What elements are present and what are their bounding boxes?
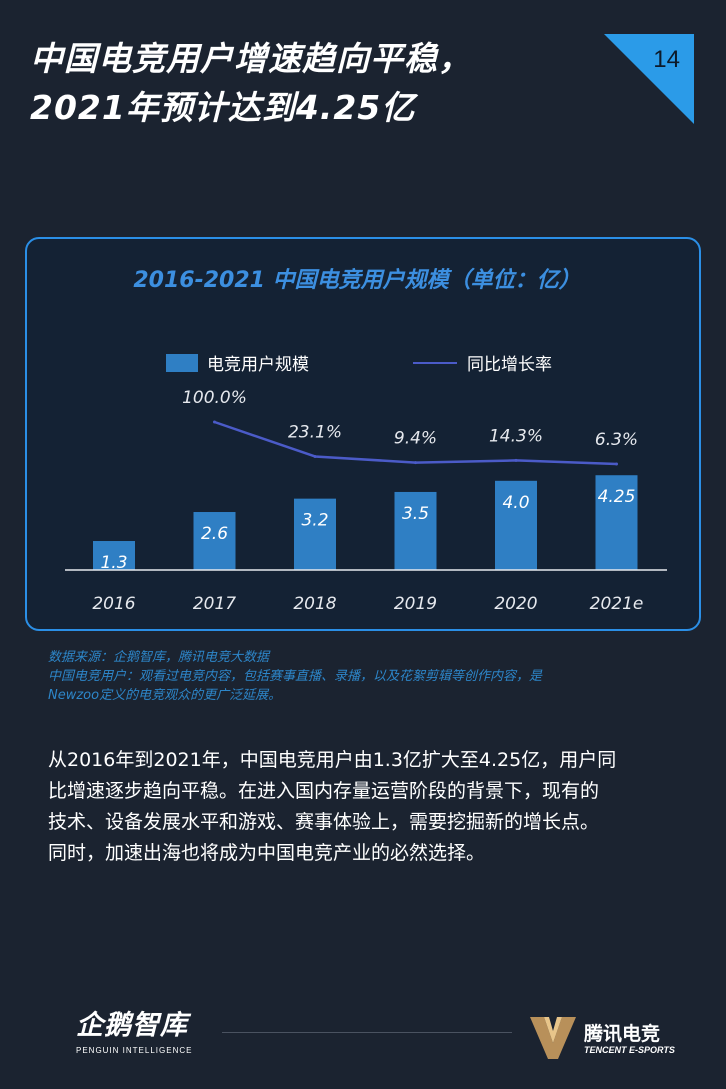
bar-label-2016: 1.3 <box>100 553 127 573</box>
source-line-3: Newzoo定义的电竞观众的更广泛延展。 <box>48 688 282 703</box>
page-title-line-2: 2021年预计达到4.25亿 <box>30 88 416 127</box>
source-line-2: 中国电竞用户：观看过电竞内容，包括赛事直播、录播，以及花絮剪辑等创作内容，是 <box>48 669 543 684</box>
x-tick-2019: 2019 <box>394 594 437 614</box>
bar-label-2017: 2.6 <box>201 524 228 544</box>
growth-point-2021e <box>615 462 618 466</box>
penguin-logo-subtext: PENGUIN INTELLIGENCE <box>76 1046 193 1055</box>
bar-label-2019: 3.5 <box>402 504 429 524</box>
page-title: 中国电竞用户增速趋向平稳， 2021年预计达到4.25亿 <box>30 34 600 132</box>
tencent-logo-subtext: TENCENT E-SPORTS <box>584 1045 675 1055</box>
bar-2016 <box>93 541 135 570</box>
bar-2021e <box>595 475 638 570</box>
x-tick-2016: 2016 <box>92 594 135 614</box>
source-note: 数据来源：企鹅智库，腾讯电竞大数据 中国电竞用户：观看过电竞内容，包括赛事直播、… <box>48 648 688 705</box>
tencent-esports-logo: 腾讯电竞 TENCENT E-SPORTS <box>528 1013 698 1061</box>
bar-label-2018: 3.2 <box>301 511 328 531</box>
bar-2018 <box>294 498 336 570</box>
tencent-logo-text: 腾讯电竞 <box>584 1023 661 1045</box>
body-line-2: 比增速逐步趋向平稳。在进入国内存量运营阶段的背景下，现有的 <box>48 780 600 802</box>
source-line-1: 数据来源：企鹅智库，腾讯电竞大数据 <box>48 650 270 665</box>
growth-label-2018: 23.1% <box>288 422 342 442</box>
bar-label-2021e: 4.25 <box>598 487 636 507</box>
chart-title: 2016-2021 中国电竞用户规模（单位：亿） <box>133 267 580 293</box>
penguin-intelligence-logo: 企鹅智库 PENGUIN INTELLIGENCE <box>76 1010 196 1055</box>
growth-label-2020: 14.3% <box>489 426 543 446</box>
body-paragraph: 从2016年到2021年，中国电竞用户由1.3亿扩大至4.25亿，用户同 比增速… <box>48 745 688 869</box>
penguin-logo-text: 企鹅智库 <box>76 1010 188 1041</box>
legend-bar-swatch <box>166 354 198 372</box>
x-tick-2020: 2020 <box>494 594 537 614</box>
body-line-3: 技术、设备发展水平和游戏、赛事体验上，需要挖掘新的增长点。 <box>48 811 600 833</box>
tencent-v-icon <box>530 1017 576 1059</box>
growth-point-2019 <box>414 461 417 465</box>
page-title-line-1: 中国电竞用户增速趋向平稳， <box>30 39 472 78</box>
bar-label-2020: 4.0 <box>502 493 529 513</box>
footer-divider <box>222 1032 512 1033</box>
growth-label-2019: 9.4% <box>394 429 437 449</box>
page-number-badge: 14 <box>604 34 694 124</box>
bar-2017 <box>193 512 236 570</box>
legend-bar-label: 电竞用户规模 <box>207 355 309 375</box>
x-tick-2021e: 2021e <box>590 594 644 614</box>
growth-point-2017 <box>213 420 216 424</box>
page-number: 14 <box>653 46 680 73</box>
growth-label-2017: 100.0% <box>182 388 247 408</box>
body-line-4: 同时，加速出海也将成为中国电竞产业的必然选择。 <box>48 842 486 864</box>
x-tick-2018: 2018 <box>293 594 336 614</box>
growth-point-2020 <box>514 458 518 462</box>
growth-label-2021e: 6.3% <box>595 430 638 450</box>
badge-triangle-icon <box>604 34 694 124</box>
legend-line-label: 同比增长率 <box>467 355 552 375</box>
bar-2019 <box>394 491 437 570</box>
body-line-1: 从2016年到2021年，中国电竞用户由1.3亿扩大至4.25亿，用户同 <box>48 749 617 771</box>
user-scale-chart: 2016-2021 中国电竞用户规模（单位：亿） 电竞用户规模 同比增长率 1.… <box>65 267 667 614</box>
chart-card: 2016-2021 中国电竞用户规模（单位：亿） 电竞用户规模 同比增长率 1.… <box>25 237 701 631</box>
growth-point-2018 <box>313 454 317 458</box>
x-tick-2017: 2017 <box>193 594 236 614</box>
bar-2020 <box>495 480 537 570</box>
